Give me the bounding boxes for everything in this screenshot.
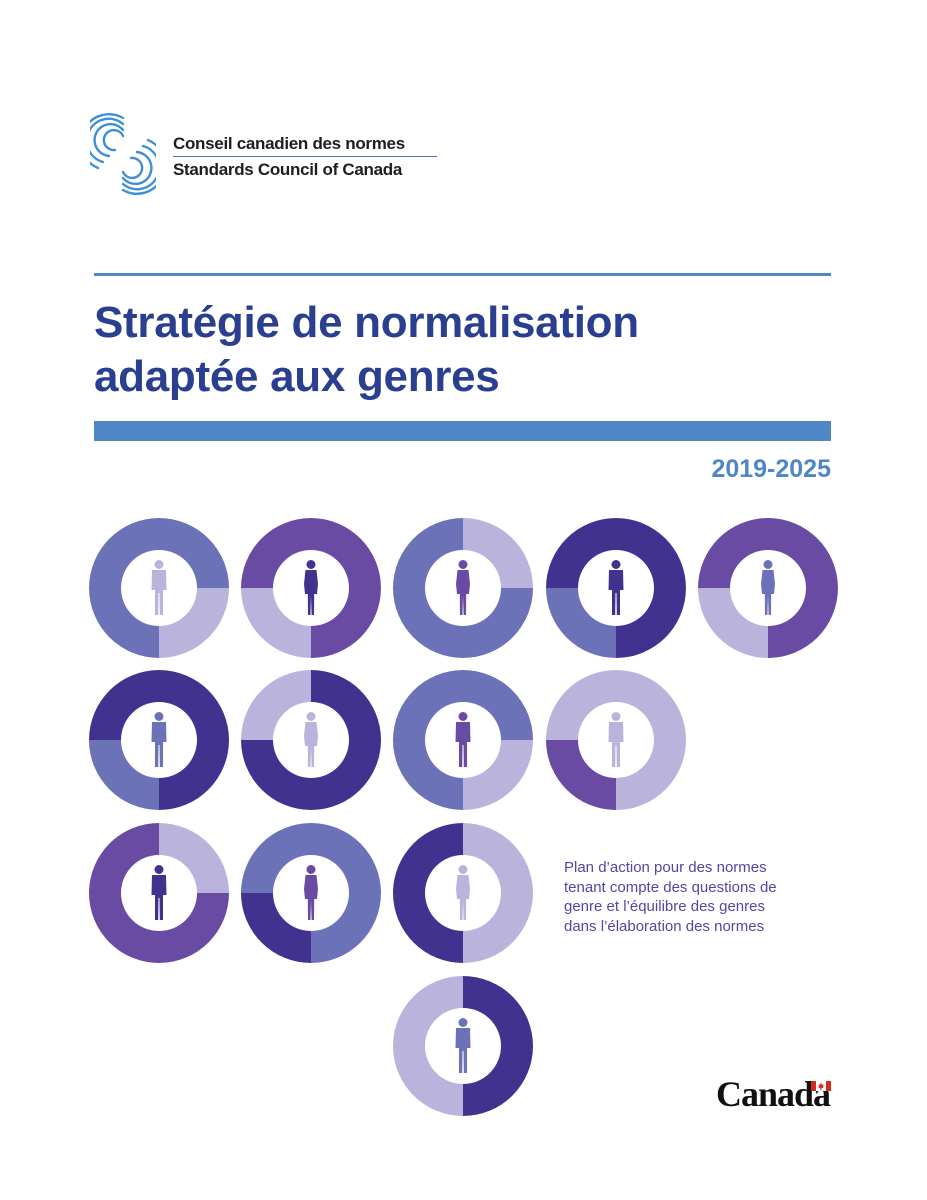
gender-donut-2 — [241, 518, 381, 658]
gender-donut-12 — [393, 823, 533, 963]
man-silhouette-icon — [608, 560, 624, 615]
org-name-french: Conseil canadien des normes — [173, 134, 405, 153]
caption-line-2: tenant compte des questions de — [564, 878, 777, 896]
gender-donut-8 — [393, 670, 533, 810]
man-silhouette-icon — [151, 560, 167, 615]
gender-donut-7 — [241, 670, 381, 810]
gender-donut-5 — [698, 518, 838, 658]
scc-spiral-logo-icon — [90, 113, 156, 195]
caption-line-4: dans l’élaboration des normes — [564, 917, 765, 935]
gender-donut-10 — [89, 823, 229, 963]
org-name-divider — [173, 156, 437, 157]
canada-wordmark: Canada — [716, 1074, 831, 1114]
title-top-rule — [94, 273, 831, 276]
title-bottom-bar — [94, 421, 831, 441]
subtitle-caption: Plan d’action pour des normes tenant com… — [564, 858, 834, 936]
caption-line-1: Plan d’action pour des normes — [564, 859, 767, 876]
man-silhouette-icon — [455, 1018, 471, 1073]
gender-donut-11 — [241, 823, 381, 963]
caption-line-3: genre et l’équilibre des genres — [564, 898, 765, 915]
gender-donut-4 — [546, 518, 686, 658]
woman-silhouette-icon — [304, 560, 318, 615]
gender-donut-3 — [393, 518, 533, 658]
woman-silhouette-icon — [304, 865, 318, 920]
man-silhouette-icon — [608, 712, 624, 767]
gender-donut-6 — [89, 670, 229, 810]
man-silhouette-icon — [151, 865, 167, 920]
gender-donut-9 — [546, 670, 686, 810]
strategy-years: 2019-2025 — [711, 455, 831, 483]
woman-silhouette-icon — [304, 712, 318, 767]
man-silhouette-icon — [151, 712, 167, 767]
canada-flag-icon — [811, 1081, 831, 1091]
org-name-english: Standards Council of Canada — [173, 160, 402, 179]
title-line-2: adaptée aux genres — [94, 352, 500, 401]
organization-name: Conseil canadien des normes Standards Co… — [173, 133, 437, 181]
gender-donut-1 — [89, 518, 229, 658]
woman-silhouette-icon — [456, 560, 470, 615]
woman-silhouette-icon — [761, 560, 775, 615]
man-silhouette-icon — [455, 712, 471, 767]
woman-silhouette-icon — [456, 865, 470, 920]
document-title: Stratégie de normalisation adaptée aux g… — [94, 296, 831, 404]
gender-donut-13 — [393, 976, 533, 1116]
title-line-1: Stratégie de normalisation — [94, 298, 639, 347]
